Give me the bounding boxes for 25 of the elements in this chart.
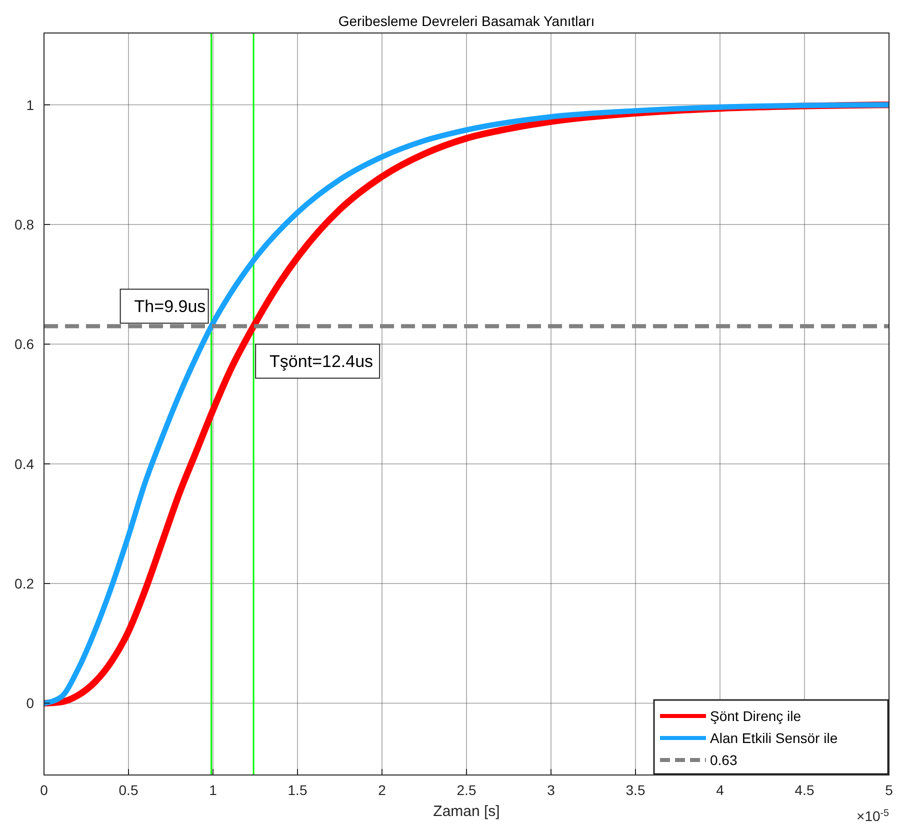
x-axis-title: Zaman [s] xyxy=(433,803,500,820)
x-tick-label: 0 xyxy=(40,782,48,798)
legend-label: Şönt Direnç ile xyxy=(710,708,802,724)
y-tick-label: 0.4 xyxy=(14,456,34,472)
y-tick-label: 0.8 xyxy=(14,216,34,232)
y-tick-label: 0.6 xyxy=(14,336,34,352)
y-tick-label: 0 xyxy=(26,695,34,712)
x-tick-label: 5 xyxy=(885,782,894,798)
legend-label: 0.63 xyxy=(710,752,738,768)
annotation: Tşönt=12.4us xyxy=(270,352,374,372)
y-tick-label: 0.2 xyxy=(14,576,34,592)
x-tick-label: 4.5 xyxy=(794,782,814,798)
text: ×10$^{-5}$ xyxy=(856,808,890,824)
x-tick-label: 1 xyxy=(209,782,218,798)
x-tick-label: 3.5 xyxy=(626,782,646,798)
annotation: Th=9.9us xyxy=(134,297,206,316)
y-tick-label: 1 xyxy=(26,96,34,113)
x-tick-label: 2 xyxy=(378,782,386,798)
chart-title: Geribesleme Devreleri Basamak Yanıtları xyxy=(338,13,595,29)
x-tick-label: 4 xyxy=(716,782,724,798)
x-tick-label: 3 xyxy=(547,782,556,798)
x-tick-label: 1.5 xyxy=(288,782,308,798)
x-tick-label: 0.5 xyxy=(118,782,138,798)
x-tick-label: 2.5 xyxy=(456,782,476,798)
legend-label: Alan Etkili Sensör ile xyxy=(710,730,838,746)
